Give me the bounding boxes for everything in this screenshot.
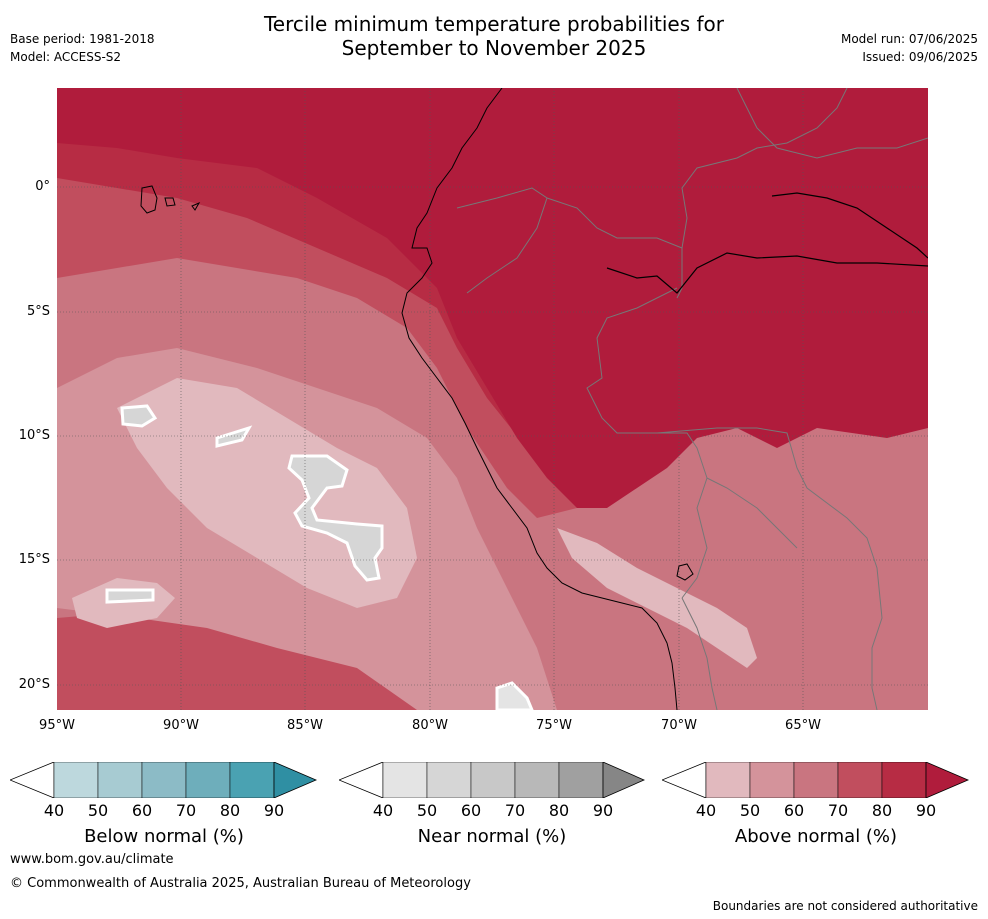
colorbar-above-label: Above normal (%) xyxy=(734,826,898,847)
tick: 80 xyxy=(871,801,893,820)
footer-url[interactable]: www.bom.gov.au/climate xyxy=(10,852,174,867)
cbar-below-seg-3 xyxy=(185,762,231,798)
near-normal-patch-3 xyxy=(215,425,253,448)
tick: 80 xyxy=(219,801,241,820)
cbar-above-seg-3 xyxy=(837,762,883,798)
tick: 60 xyxy=(460,801,482,820)
tick: 90 xyxy=(592,801,614,820)
footer-disclaimer: Boundaries are not considered authoritat… xyxy=(712,899,978,913)
tick: 50 xyxy=(416,801,438,820)
lon-label-65w: 65°W xyxy=(785,718,821,733)
cbar-below-seg-0 xyxy=(53,762,99,798)
near-normal-patch-2 xyxy=(120,404,158,428)
lon-label-90w: 90°W xyxy=(163,718,199,733)
lon-label-80w: 80°W xyxy=(412,718,448,733)
tick: 40 xyxy=(695,801,717,820)
tick: 70 xyxy=(504,801,526,820)
tick: 90 xyxy=(915,801,937,820)
tick: 60 xyxy=(783,801,805,820)
near-normal-patch-4 xyxy=(105,588,155,604)
title-line-1: Tercile minimum temperature probabilitie… xyxy=(263,12,725,36)
colorbar-above xyxy=(662,762,970,798)
base-period: Base period: 1981-2018 xyxy=(10,32,155,46)
coastline xyxy=(401,88,678,710)
cbar-above-seg-2 xyxy=(793,762,839,798)
map-title: Tercile minimum temperature probabilitie… xyxy=(0,12,988,60)
tick: 70 xyxy=(175,801,197,820)
meta-left: Base period: 1981-2018 Model: ACCESS-S2 xyxy=(10,30,155,66)
amazon-river xyxy=(606,192,928,294)
cbar-above-seg-0 xyxy=(705,762,751,798)
lat-label-5s: 5°S xyxy=(26,304,50,319)
cbar-near-seg-1 xyxy=(426,762,472,798)
near-normal-patch-1 xyxy=(287,454,384,582)
tick: 90 xyxy=(263,801,285,820)
contour-40-swathe xyxy=(117,378,417,608)
lat-label-20s: 20°S xyxy=(18,677,50,692)
tick: 40 xyxy=(372,801,394,820)
lat-label-10s: 10°S xyxy=(18,428,50,443)
tick: 40 xyxy=(43,801,65,820)
meta-right: Model run: 07/06/2025 Issued: 09/06/2025 xyxy=(841,30,978,66)
cbar-above-seg-1 xyxy=(749,762,795,798)
andes-pale-band xyxy=(557,528,757,668)
cbar-near-seg-4 xyxy=(558,762,604,798)
issued-date: Issued: 09/06/2025 xyxy=(862,50,978,64)
lon-label-75w: 75°W xyxy=(536,718,572,733)
lon-label-95w: 95°W xyxy=(39,718,75,733)
lat-label-15s: 15°S xyxy=(18,552,50,567)
country-borders xyxy=(456,88,928,710)
cbar-near-seg-3 xyxy=(514,762,560,798)
galapagos-islands xyxy=(140,185,201,214)
near-normal-patch-5 xyxy=(495,681,534,710)
cbar-above-seg-4 xyxy=(881,762,927,798)
tick: 70 xyxy=(827,801,849,820)
grid-lines xyxy=(57,88,928,710)
map-svg xyxy=(57,88,928,710)
model-run: Model run: 07/06/2025 xyxy=(840,32,978,46)
lon-label-85w: 85°W xyxy=(287,718,323,733)
colorbar-below-label: Below normal (%) xyxy=(84,826,244,847)
tick: 60 xyxy=(131,801,153,820)
cbar-below-seg-2 xyxy=(141,762,187,798)
cbar-below-seg-1 xyxy=(97,762,143,798)
colorbar-below xyxy=(10,762,318,798)
model-name: Model: ACCESS-S2 xyxy=(10,50,122,64)
footer-copyright: © Commonwealth of Australia 2025, Austra… xyxy=(10,876,471,891)
tick: 50 xyxy=(739,801,761,820)
tick: 50 xyxy=(87,801,109,820)
lat-label-0: 0° xyxy=(35,179,50,194)
cbar-near-seg-0 xyxy=(382,762,428,798)
tick: 80 xyxy=(548,801,570,820)
colorbar-near xyxy=(339,762,645,798)
lon-label-70w: 70°W xyxy=(661,718,697,733)
lake-titicaca xyxy=(676,563,694,581)
probability-map xyxy=(57,88,928,710)
title-line-2: September to November 2025 xyxy=(341,36,647,60)
contour-80-bottom xyxy=(57,608,487,710)
cbar-below-seg-4 xyxy=(229,762,275,798)
contour-90-top xyxy=(57,88,928,508)
colorbar-near-label: Near normal (%) xyxy=(417,826,567,847)
cbar-near-seg-2 xyxy=(470,762,516,798)
